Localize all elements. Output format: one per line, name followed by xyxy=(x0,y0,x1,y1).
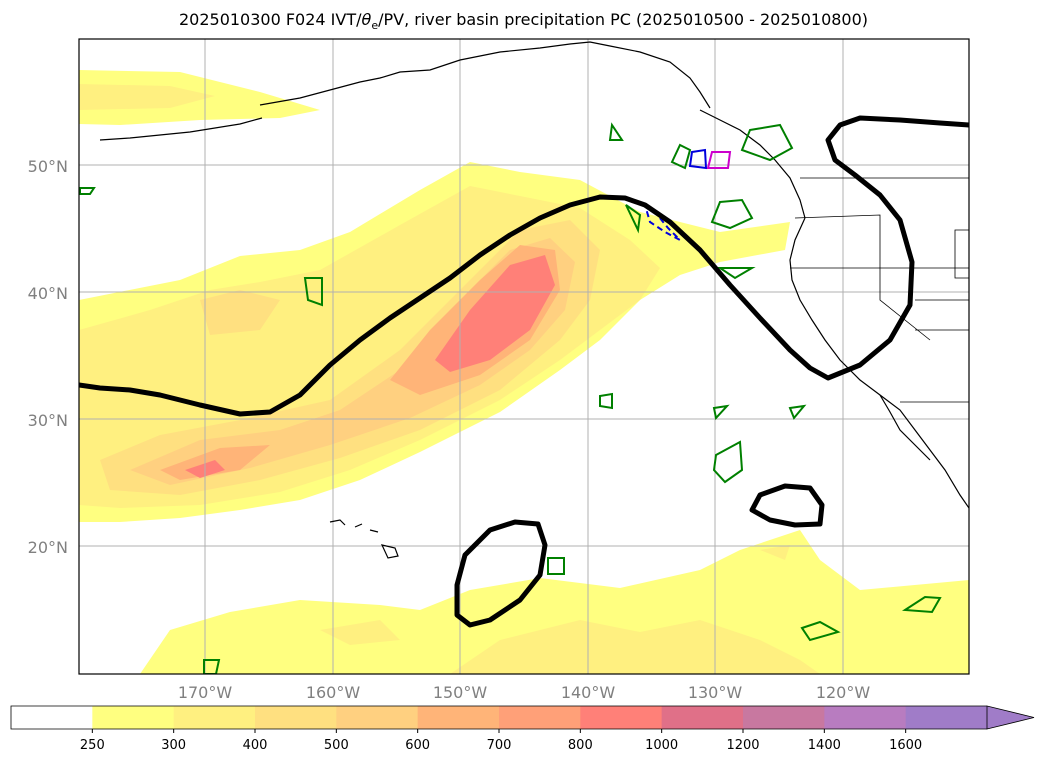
hawaii-islands xyxy=(329,519,399,559)
green-contour-16 xyxy=(79,187,96,195)
colorbar-tick-label: 800 xyxy=(568,738,593,753)
magenta-contour xyxy=(706,151,732,169)
bc-coastline xyxy=(699,109,806,219)
colorbar-swatch xyxy=(92,706,175,729)
green-contour-2 xyxy=(608,122,624,141)
lat-label-30n: 30°N xyxy=(28,411,68,430)
plot-frame xyxy=(78,38,970,675)
state-border-wa-or xyxy=(794,214,881,268)
latitude-labels: 50°N 40°N 30°N 20°N xyxy=(28,157,68,557)
pv-contours xyxy=(79,115,969,628)
green-contour-15 xyxy=(203,659,221,674)
alaska-coastline xyxy=(259,41,711,109)
lon-label-170w: 170°W xyxy=(178,683,233,702)
colorbar-swatch xyxy=(824,706,907,729)
colorbar-swatch xyxy=(580,706,663,729)
lon-label-150w: 150°W xyxy=(433,683,488,702)
colorbar-extend-arrow xyxy=(986,705,1035,730)
colorbar-tick-label: 700 xyxy=(487,738,512,753)
lon-label-120w: 120°W xyxy=(816,683,871,702)
colorbar-swatch xyxy=(661,706,744,729)
green-contour-12 xyxy=(547,557,565,575)
baja-coastline xyxy=(879,394,931,461)
colorbar-swatch xyxy=(905,706,988,729)
ivt-river-band-800 xyxy=(185,255,555,478)
ivt-northern-band-inner xyxy=(79,84,215,110)
magenta-contours xyxy=(706,151,732,169)
colorbar-swatch xyxy=(11,706,93,729)
colorbar-tick-label: 1000 xyxy=(645,738,678,753)
colorbar-tick-label: 500 xyxy=(324,738,349,753)
state-border-az xyxy=(915,299,969,331)
pv-contour-main xyxy=(79,115,969,417)
colorbar-swatch xyxy=(499,706,581,729)
lon-label-160w: 160°W xyxy=(306,683,361,702)
green-contour-14 xyxy=(800,620,841,642)
lat-label-20n: 20°N xyxy=(28,538,68,557)
map-plot-area xyxy=(79,39,969,674)
colorbar-swatch xyxy=(173,706,256,729)
lon-label-140w: 140°W xyxy=(561,683,616,702)
political-borders xyxy=(790,177,969,403)
colorbar-tick-label: 1200 xyxy=(726,738,759,753)
title-prefix: 2025010300 F024 IVT/ xyxy=(178,10,362,29)
pv-contour-loop-1 xyxy=(454,519,548,628)
title-theta: θ xyxy=(361,10,372,29)
ivt-southern-band-inner xyxy=(320,545,820,674)
map-title: 2025010300 F024 IVT/θe/PV, river basin p… xyxy=(0,10,1047,32)
longitude-labels: 170°W 160°W 150°W 140°W 130°W 120°W xyxy=(178,683,871,702)
lat-label-40n: 40°N xyxy=(28,284,68,303)
colorbar-tick-label: 600 xyxy=(405,738,430,753)
green-contour-6 xyxy=(625,204,642,234)
green-contour-1 xyxy=(303,277,323,307)
colorbar-tick-label: 1400 xyxy=(808,738,841,753)
green-contour-13 xyxy=(901,595,942,614)
colorbar-swatch xyxy=(255,706,337,729)
green-contour-11 xyxy=(712,440,744,484)
colorbar-swatch xyxy=(743,706,825,729)
green-contour-10 xyxy=(788,404,807,420)
colorbar: 250 300 400 500 600 700 800 1000 1200 1400 1600 xyxy=(10,705,1035,753)
state-border-ca-nv xyxy=(879,268,931,341)
colorbar-tick-label: 300 xyxy=(161,738,186,753)
lon-label-130w: 130°W xyxy=(688,683,743,702)
green-contour-9 xyxy=(712,404,730,421)
state-border-ut xyxy=(954,229,969,279)
colorbar-tick-label: 1600 xyxy=(889,738,922,753)
green-contour-4 xyxy=(740,123,794,162)
green-contour-5 xyxy=(710,198,754,230)
aleutian-chain xyxy=(99,117,263,141)
green-contours xyxy=(79,122,942,674)
green-contour-8 xyxy=(599,392,613,410)
green-contour-7 xyxy=(716,267,756,280)
lat-label-50n: 50°N xyxy=(28,157,68,176)
title-suffix: /PV, river basin precipitation PC (20250… xyxy=(378,10,869,29)
green-contour-3 xyxy=(670,143,692,170)
title-theta-sub: e xyxy=(371,19,379,33)
pv-contour-loop-2 xyxy=(749,483,825,528)
colorbar-tick-label: 250 xyxy=(80,738,105,753)
colorbar-swatch xyxy=(417,706,500,729)
blue-contour-solid xyxy=(688,148,708,170)
colorbar-tick-label: 400 xyxy=(243,738,268,753)
colorbar-swatch xyxy=(336,706,419,729)
